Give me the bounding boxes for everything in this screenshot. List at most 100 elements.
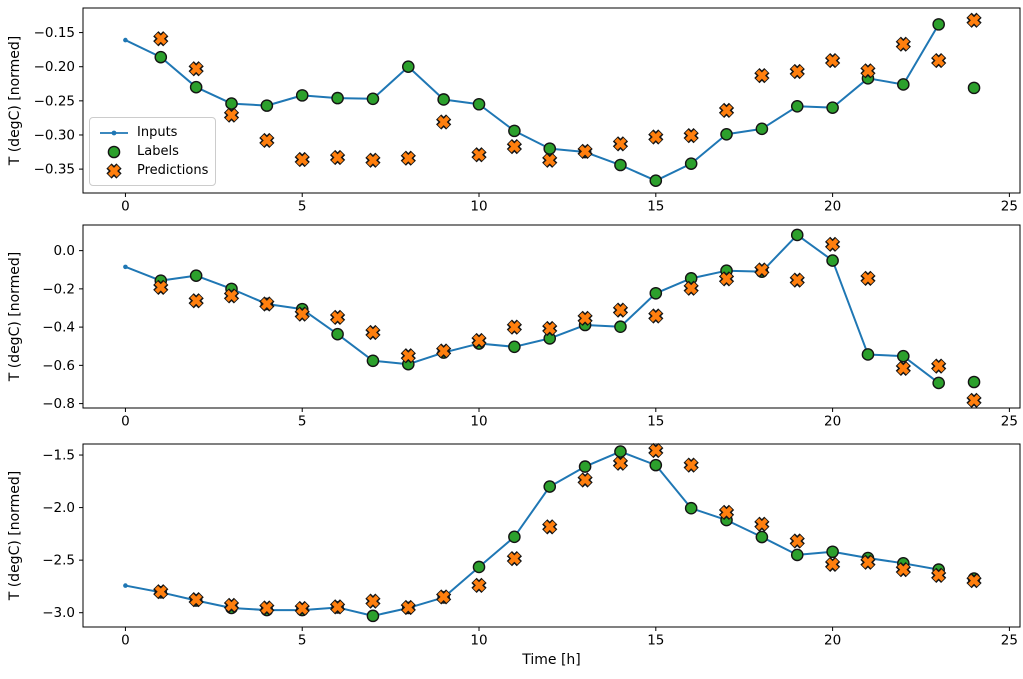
x-tick-label: 10 [470,199,487,215]
prediction-marker [824,236,841,252]
label-marker [295,89,309,102]
y-tick-label: 0.0 [54,243,75,259]
prediction-marker [577,472,593,488]
prediction-marker [542,519,558,535]
x-marker-core [897,362,910,375]
x-marker-core [579,145,592,158]
x-marker-core [296,153,309,166]
x-marker-core [826,54,839,67]
x-marker-core [225,289,238,302]
label-marker [932,376,945,390]
label-marker [614,445,627,458]
label-marker [861,348,875,361]
prediction-marker [860,554,876,570]
prediction-marker [365,593,381,609]
x-marker-core [720,272,733,285]
x-marker-core [685,282,698,295]
x-marker-core [508,140,521,153]
prediction-marker [577,143,593,159]
prediction-marker [966,392,982,408]
x-marker-core [260,298,273,310]
label-marker [331,91,344,105]
x-marker-core [720,104,733,117]
label-marker [401,60,415,74]
prediction-marker [648,308,664,324]
x-marker-core [862,272,874,285]
x-marker-core [968,574,980,587]
x-marker-core [508,321,521,334]
prediction-marker [294,306,310,322]
x-marker-core [649,444,662,457]
x-tick-label: 5 [298,199,307,215]
x-marker-core [579,312,592,325]
prediction-marker [259,600,275,616]
prediction-marker [648,442,664,459]
x-marker-core [225,599,238,612]
label-marker [543,142,557,155]
x-tick-label: 0 [121,199,130,215]
x-marker-core [543,520,556,533]
x-marker-core [862,64,874,77]
prediction-marker [506,138,522,155]
x-marker-core [685,129,698,142]
prediction-marker [931,567,947,584]
axes-2 [82,443,1021,628]
x-marker-core [968,394,980,407]
x-marker-core [296,308,309,321]
legend-label-inputs: Inputs [137,125,178,140]
prediction-marker [506,319,522,335]
x-marker-core [331,600,344,613]
label-marker [720,127,733,141]
prediction-marker [153,279,169,295]
prediction-marker [860,270,876,286]
x-marker-core [296,602,309,615]
label-marker [331,327,344,341]
prediction-marker [683,457,699,473]
x-marker-core [755,69,768,82]
prediction-marker [436,589,452,605]
label-marker [649,174,663,188]
label-marker [366,354,380,368]
label-marker [154,50,168,64]
x-marker-core [932,569,945,582]
label-marker [366,92,380,106]
y-axis-label: T (degC) [normed] [7,471,23,602]
label-marker [755,530,769,544]
x-marker-core [473,148,485,161]
x-marker-core [225,109,238,122]
prediction-marker [718,504,735,520]
inputs-dot-marker [123,37,128,43]
prediction-marker [471,577,487,593]
label-marker [684,501,698,515]
label-marker [508,340,521,354]
label-marker [472,560,486,574]
label-marker [826,254,839,267]
labels-marker-icon [98,144,130,160]
x-marker-core [720,506,733,519]
prediction-marker [860,63,876,79]
label-marker [790,548,804,562]
label-marker [932,18,945,31]
prediction-marker [259,132,275,149]
prediction-marker [329,149,346,166]
prediction-marker [718,102,735,119]
prediction-marker [542,152,558,168]
prediction-marker [223,107,240,123]
x-marker-core [331,311,344,324]
x-marker-core [260,134,273,147]
x-marker-core [543,322,556,335]
prediction-marker [648,129,664,145]
label-marker [437,93,450,106]
prediction-marker [259,296,275,312]
x-tick-label: 5 [298,414,307,430]
label-marker [897,78,910,91]
y-tick-label: −0.6 [42,358,75,374]
prediction-marker [966,573,982,589]
x-marker-core [366,154,379,167]
x-marker-core [437,116,450,128]
label-marker [967,375,981,389]
prediction-marker [153,31,169,47]
label-marker [508,530,521,544]
